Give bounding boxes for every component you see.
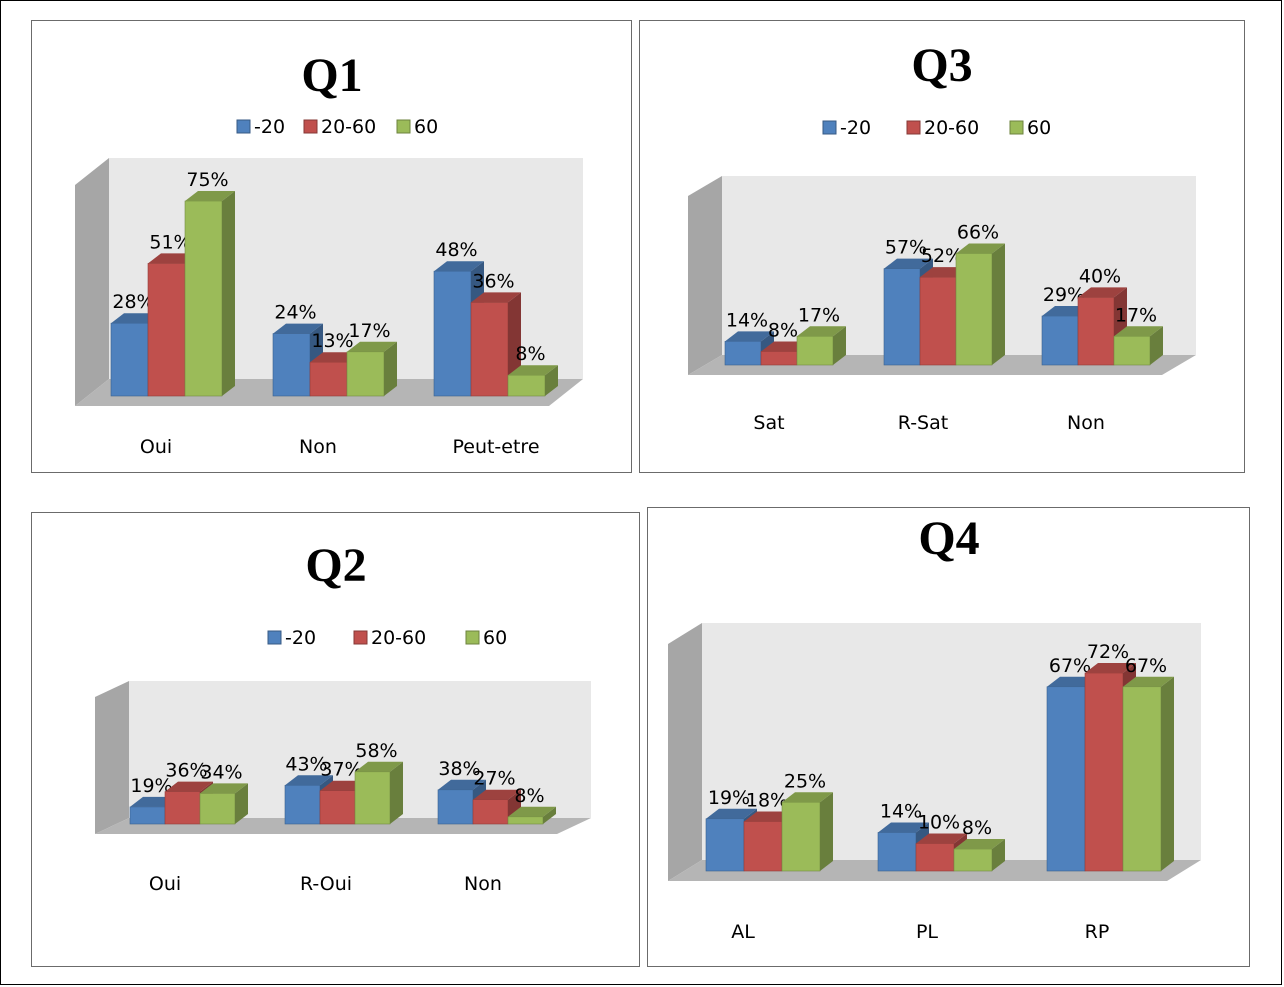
legend-swatch bbox=[465, 630, 480, 645]
legend-label: -20 bbox=[840, 117, 871, 139]
legend-swatch bbox=[822, 120, 837, 135]
bar bbox=[346, 341, 397, 397]
legend-swatch bbox=[267, 630, 282, 645]
side-wall bbox=[75, 158, 109, 406]
data-label: 66% bbox=[957, 221, 999, 243]
category-label: Non bbox=[299, 436, 337, 458]
data-label: 58% bbox=[355, 740, 397, 762]
legend-label: 20-60 bbox=[371, 627, 426, 649]
legend-swatch bbox=[1009, 120, 1024, 135]
data-label: 8% bbox=[962, 817, 992, 839]
data-label: 72% bbox=[1087, 641, 1129, 663]
bar bbox=[796, 326, 846, 366]
data-label: 40% bbox=[1079, 265, 1121, 287]
category-label: Non bbox=[1067, 412, 1105, 434]
data-label: 8% bbox=[768, 319, 798, 341]
category-label: Oui bbox=[140, 436, 172, 458]
chart-svg: Q2 -20 20-60 60 19%36%34% Oui 43%37%58% R-Oui 38… bbox=[95, 539, 591, 895]
chart-title: Q2 bbox=[305, 539, 366, 592]
bar bbox=[507, 806, 556, 825]
legend-label: 60 bbox=[414, 116, 438, 138]
data-label: 43% bbox=[285, 753, 327, 775]
data-label: 17% bbox=[1115, 304, 1157, 326]
category-label: R-Sat bbox=[898, 412, 948, 434]
data-label: 67% bbox=[1125, 655, 1167, 677]
legend-swatch bbox=[353, 630, 368, 645]
category-label: PL bbox=[916, 921, 938, 943]
legend-label: 60 bbox=[1027, 117, 1051, 139]
chart-q1: Q1 -20 20-60 60 28% 51% 75% Oui 24% 13% 17% Non 48% 3… bbox=[31, 20, 632, 473]
data-label: 36% bbox=[472, 270, 514, 292]
chart-q3: Q3 -20 20-60 60 14% 8% 17% Sat 57% 52% 66% R-Sat 29%… bbox=[639, 20, 1245, 473]
legend-label: -20 bbox=[254, 116, 285, 138]
data-label: 37% bbox=[320, 759, 362, 781]
bar bbox=[953, 839, 1005, 872]
data-label: 52% bbox=[921, 245, 963, 267]
bar bbox=[705, 808, 757, 872]
bar bbox=[184, 191, 235, 397]
data-label: 75% bbox=[186, 169, 228, 191]
data-label: 57% bbox=[885, 237, 927, 259]
category-label: Non bbox=[464, 873, 502, 895]
bar bbox=[470, 292, 521, 397]
category-label: Sat bbox=[753, 412, 784, 434]
data-label: 8% bbox=[514, 785, 544, 807]
chart-title: Q3 bbox=[911, 39, 972, 92]
bar bbox=[1113, 326, 1163, 366]
data-label: 19% bbox=[130, 775, 172, 797]
bar bbox=[199, 783, 248, 825]
bar bbox=[955, 243, 1005, 366]
legend-swatch bbox=[396, 119, 411, 134]
chart-q4: Q4 19% 18% 25% AL 14% 10% 8% PL 67% 72% 67% RP bbox=[647, 507, 1250, 967]
category-label: R-Oui bbox=[300, 873, 352, 895]
legend-label: 20-60 bbox=[321, 116, 376, 138]
legend-label: 20-60 bbox=[924, 117, 979, 139]
data-label: 8% bbox=[515, 343, 545, 365]
legend-swatch bbox=[236, 119, 251, 134]
side-wall bbox=[688, 176, 722, 375]
chart-title: Q1 bbox=[301, 49, 362, 102]
data-label: 28% bbox=[112, 291, 154, 313]
category-label: RP bbox=[1085, 921, 1110, 943]
chart-q2: Q2 -20 20-60 60 19% 36% 34% Oui 43% 37% 58% R-Oui 38… bbox=[31, 512, 640, 967]
data-label: 38% bbox=[438, 758, 480, 780]
category-label: Peut-etre bbox=[452, 436, 539, 458]
legend-swatch bbox=[906, 120, 921, 135]
bar bbox=[507, 365, 558, 397]
legend-swatch bbox=[303, 119, 318, 134]
chart-svg: Q1 -20 20-60 60 28% 51% 75% Oui 24% 13%17% Non 48% 3… bbox=[75, 49, 583, 458]
data-label: 67% bbox=[1049, 655, 1091, 677]
data-label: 51% bbox=[149, 231, 191, 253]
data-label: 36% bbox=[165, 760, 207, 782]
category-label: AL bbox=[731, 921, 755, 943]
category-label: Oui bbox=[149, 873, 181, 895]
side-wall bbox=[95, 681, 129, 834]
side-wall bbox=[668, 623, 702, 881]
data-label: 48% bbox=[435, 239, 477, 261]
bar bbox=[781, 792, 833, 872]
data-label: 14% bbox=[880, 801, 922, 823]
data-label: 34% bbox=[200, 761, 242, 783]
legend-label: 60 bbox=[483, 627, 507, 649]
bar bbox=[1122, 676, 1174, 872]
chart-svg: Q4 19%18%25% AL 14%10% 8% PL 67%72%67% RP bbox=[668, 512, 1201, 943]
data-label: 13% bbox=[311, 330, 353, 352]
bar bbox=[354, 761, 403, 825]
data-label: 10% bbox=[918, 812, 960, 834]
data-label: 27% bbox=[473, 768, 515, 790]
data-label: 25% bbox=[784, 770, 826, 792]
legend-label: -20 bbox=[285, 627, 316, 649]
data-label: 17% bbox=[348, 320, 390, 342]
data-label: 18% bbox=[746, 790, 788, 812]
data-label: 17% bbox=[798, 304, 840, 326]
chart-title: Q4 bbox=[918, 512, 979, 565]
data-label: 24% bbox=[274, 302, 316, 324]
data-label: 14% bbox=[726, 309, 768, 331]
data-label: 29% bbox=[1043, 284, 1085, 306]
data-label: 19% bbox=[708, 787, 750, 809]
